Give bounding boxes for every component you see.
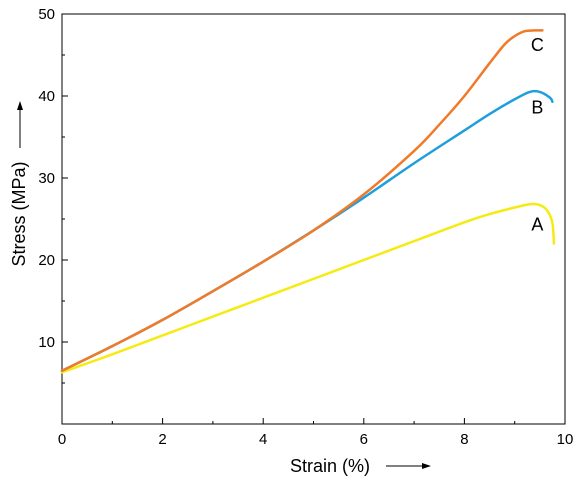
series-label-a: A bbox=[531, 215, 543, 235]
y-axis-title: Stress (MPa) bbox=[9, 161, 29, 266]
series-label-b: B bbox=[531, 97, 543, 117]
y-axis-arrow bbox=[17, 101, 23, 148]
series-label-c: C bbox=[531, 35, 544, 55]
y-tick-label: 40 bbox=[38, 88, 55, 105]
series-line-c bbox=[60, 29, 544, 372]
series-labels: A B C bbox=[531, 35, 544, 235]
y-tick-label: 10 bbox=[38, 334, 55, 351]
x-tick-label: 4 bbox=[259, 431, 267, 448]
plot-frame bbox=[61, 13, 566, 425]
series-line-a bbox=[60, 202, 556, 374]
series-line-b bbox=[60, 89, 554, 372]
x-tick-label: 2 bbox=[158, 431, 166, 448]
x-axis-ticks: 0 2 4 6 8 10 bbox=[58, 418, 574, 448]
x-axis-title: Strain (%) bbox=[290, 456, 370, 476]
x-tick-label: 10 bbox=[557, 431, 574, 448]
y-axis-ticks: 10 20 30 40 50 bbox=[38, 6, 68, 384]
y-tick-label: 50 bbox=[38, 6, 55, 23]
y-tick-label: 30 bbox=[38, 170, 55, 187]
x-tick-label: 8 bbox=[460, 431, 468, 448]
x-tick-label: 6 bbox=[360, 431, 368, 448]
y-tick-label: 20 bbox=[38, 252, 55, 269]
axes bbox=[61, 13, 566, 425]
x-tick-label: 0 bbox=[58, 431, 66, 448]
series-group bbox=[60, 29, 556, 374]
x-axis-arrow bbox=[386, 463, 431, 469]
